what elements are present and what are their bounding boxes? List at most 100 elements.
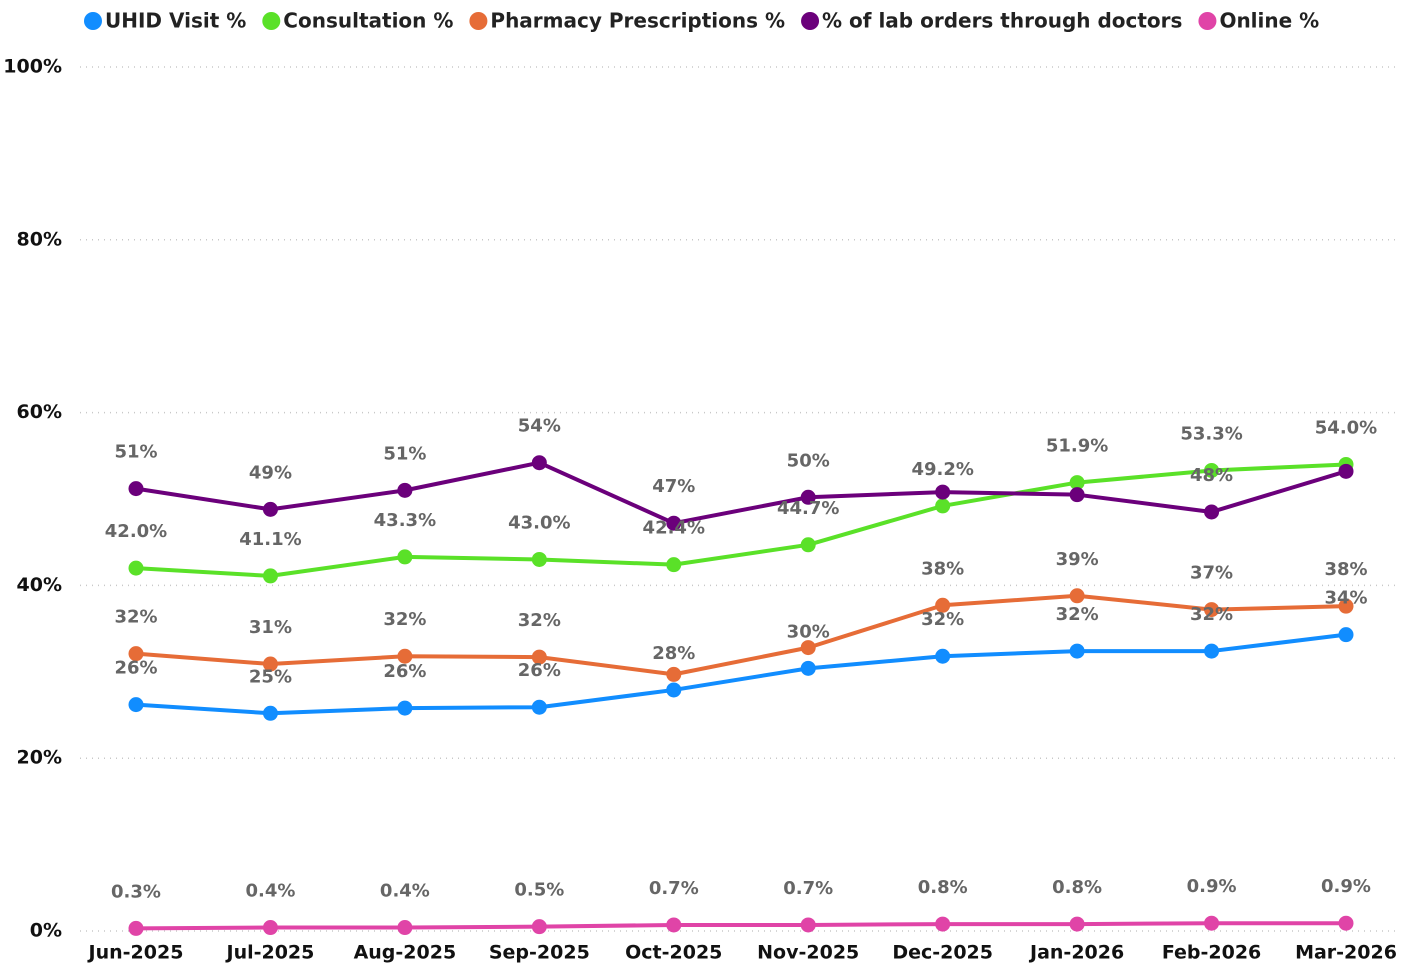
data-label: 42.4% xyxy=(643,518,705,539)
data-point xyxy=(1204,915,1220,931)
legend-marker xyxy=(469,12,488,30)
legend-label: Online % xyxy=(1219,9,1319,33)
series-line xyxy=(135,460,1347,526)
data-point xyxy=(800,537,816,553)
data-point xyxy=(531,649,547,665)
data-label: 49.2% xyxy=(911,459,973,480)
data-point xyxy=(531,919,547,935)
data-label: 44.7% xyxy=(777,498,839,519)
y-tick-label: 40% xyxy=(17,574,62,596)
x-tick-label: Jun-2025 xyxy=(87,942,184,964)
data-point xyxy=(397,549,413,565)
data-label: 26% xyxy=(518,660,561,681)
series-line xyxy=(135,632,1347,716)
data-label: 0.8% xyxy=(1052,877,1102,898)
data-point xyxy=(935,916,951,932)
legend-label: Pharmacy Prescriptions % xyxy=(490,9,785,33)
data-label: 34% xyxy=(1324,588,1367,609)
data-point xyxy=(1069,643,1085,659)
data-label: 48% xyxy=(1190,465,1233,486)
legend-marker xyxy=(1198,12,1217,30)
data-label: 28% xyxy=(652,643,695,664)
x-tick-label: Jan-2026 xyxy=(1028,942,1124,964)
legend-label: Consultation % xyxy=(283,9,453,33)
data-label: 32% xyxy=(518,610,561,631)
legend-label: UHID Visit % xyxy=(105,9,246,33)
x-tick-label: Aug-2025 xyxy=(354,942,457,964)
data-label: 0.5% xyxy=(514,880,564,901)
data-point xyxy=(666,666,682,682)
series-line xyxy=(135,462,1347,578)
data-point xyxy=(800,917,816,933)
legend-marker xyxy=(262,12,281,30)
data-point xyxy=(397,920,413,936)
data-label: 32% xyxy=(1056,604,1099,625)
data-point xyxy=(262,568,278,584)
data-point xyxy=(1338,627,1354,643)
data-point xyxy=(935,597,951,613)
data-point xyxy=(1069,916,1085,932)
data-label: 25% xyxy=(249,666,292,687)
data-point xyxy=(128,920,144,936)
data-label: 30% xyxy=(787,621,830,642)
data-point xyxy=(397,648,413,664)
data-point xyxy=(531,551,547,567)
data-label: 32% xyxy=(383,609,426,630)
data-point xyxy=(935,648,951,664)
x-tick-label: Mar-2026 xyxy=(1295,942,1397,964)
data-point xyxy=(800,489,816,505)
x-tick-label: Jul-2025 xyxy=(225,942,315,964)
data-point xyxy=(262,705,278,721)
data-label: 32% xyxy=(114,607,157,628)
data-label: 26% xyxy=(383,661,426,682)
data-label: 0.4% xyxy=(245,881,295,902)
data-label: 54.0% xyxy=(1315,417,1377,438)
data-label: 0.7% xyxy=(649,878,699,899)
data-label: 49% xyxy=(249,462,292,483)
legend-marker xyxy=(84,12,102,30)
legend-label: % of lab orders through doctors xyxy=(822,9,1182,33)
data-label: 54% xyxy=(518,416,561,437)
data-point xyxy=(1069,475,1085,491)
y-tick-label: 100% xyxy=(3,56,62,78)
data-point xyxy=(1069,588,1085,604)
legend-marker xyxy=(801,12,820,30)
data-point xyxy=(1204,462,1220,478)
data-point xyxy=(397,700,413,716)
data-label: 0.8% xyxy=(918,877,968,898)
y-tick-label: 60% xyxy=(17,401,62,423)
data-point xyxy=(262,920,278,936)
y-tick-label: 0% xyxy=(30,920,62,942)
data-point xyxy=(1069,487,1085,503)
data-point xyxy=(397,482,413,498)
data-point xyxy=(1204,504,1220,520)
data-point xyxy=(531,699,547,715)
data-label: 0.7% xyxy=(783,878,833,899)
data-label: 41.1% xyxy=(239,529,301,550)
data-label: 37% xyxy=(1190,563,1233,584)
data-point xyxy=(1204,643,1220,659)
data-point xyxy=(800,660,816,676)
data-label: 51% xyxy=(383,443,426,464)
data-label: 38% xyxy=(921,558,964,579)
data-label: 39% xyxy=(1056,549,1099,570)
data-label: 43.3% xyxy=(374,510,436,531)
data-label: 38% xyxy=(1324,559,1367,580)
data-point xyxy=(935,498,951,514)
data-point xyxy=(666,515,682,531)
x-tick-label: Feb-2026 xyxy=(1162,942,1261,964)
data-point xyxy=(128,481,144,497)
data-point xyxy=(1204,602,1220,618)
data-point xyxy=(262,501,278,517)
data-label: 0.9% xyxy=(1187,876,1237,897)
data-label: 50% xyxy=(787,450,830,471)
data-label: 26% xyxy=(114,658,157,679)
series-line xyxy=(135,921,1346,931)
data-point xyxy=(800,640,816,656)
data-label: 32% xyxy=(1190,604,1233,625)
data-point xyxy=(1338,463,1354,479)
data-label: 0.4% xyxy=(380,881,430,902)
x-tick-label: Oct-2025 xyxy=(625,942,722,964)
data-label: 51.9% xyxy=(1046,436,1108,457)
